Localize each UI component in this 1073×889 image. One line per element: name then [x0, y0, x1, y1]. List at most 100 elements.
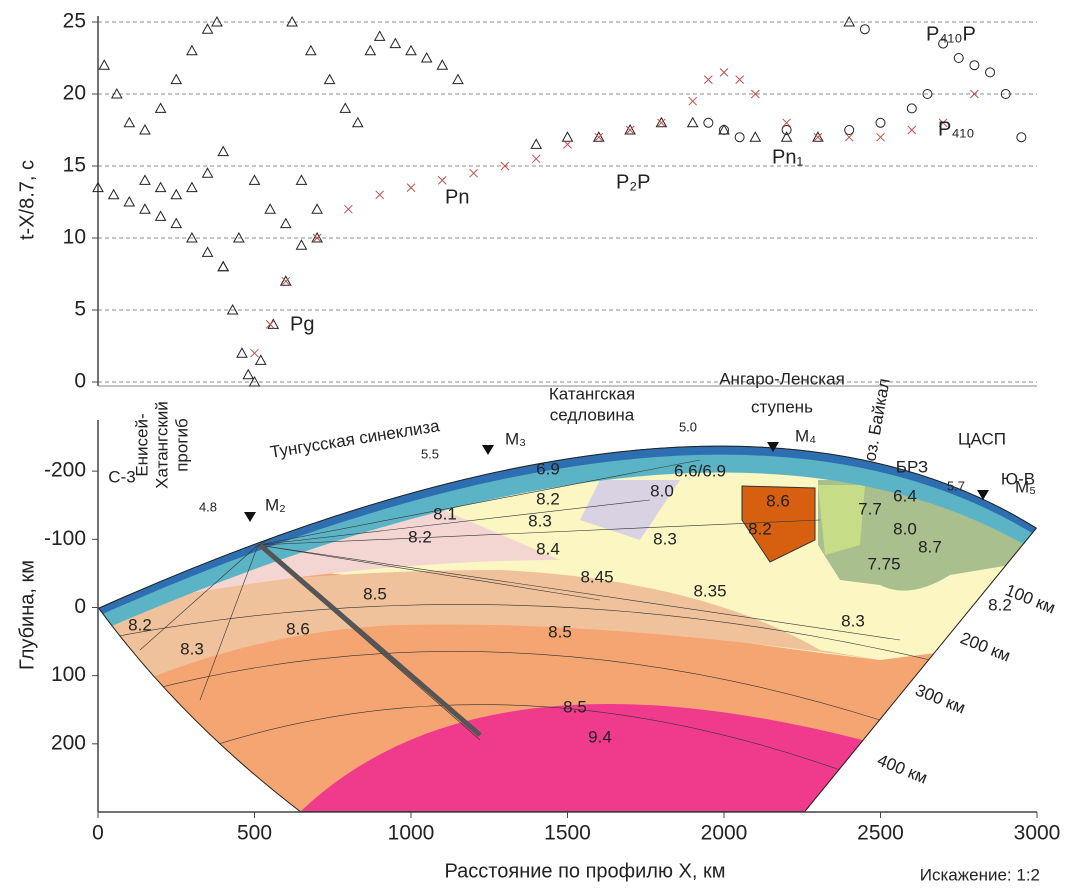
velocity-label: 8.2 — [128, 615, 152, 634]
point — [720, 68, 728, 76]
point — [470, 169, 478, 177]
point — [376, 191, 384, 199]
y-tick-label: 25 — [63, 10, 86, 33]
point — [203, 247, 213, 256]
surface-velocity: 5.7 — [947, 478, 965, 493]
point — [218, 262, 228, 271]
station-label: M₃ — [505, 429, 526, 448]
velocity-label: 8.6 — [766, 491, 790, 510]
point — [256, 355, 266, 364]
velocity-label: 8.6 — [286, 619, 310, 638]
point — [406, 46, 416, 55]
velocity-label: 7.7 — [858, 499, 882, 518]
section-layers — [90, 300, 1050, 820]
velocity-label: 8.5 — [363, 584, 387, 603]
point — [243, 370, 253, 379]
x-tick-label: 2500 — [857, 822, 904, 845]
surface-velocity: 5.0 — [679, 419, 697, 434]
point — [438, 176, 446, 184]
point — [306, 46, 316, 55]
point — [109, 190, 119, 199]
region-label: Тунгусская синеклиза — [269, 416, 442, 462]
point — [156, 103, 166, 112]
point — [218, 262, 228, 271]
point — [954, 54, 963, 63]
point — [422, 53, 432, 62]
region-label: Хатангский — [152, 401, 171, 489]
velocity-label: 8.0 — [650, 481, 674, 500]
region-label: седловина — [550, 405, 635, 424]
point — [340, 103, 350, 112]
point — [735, 133, 744, 142]
point — [877, 133, 885, 141]
x-tick-label: 500 — [237, 822, 272, 845]
x-tick-label: 2000 — [701, 822, 748, 845]
velocity-label: 8.3 — [528, 511, 552, 530]
region-label: БРЗ — [896, 457, 928, 476]
y-tick-label: 15 — [63, 154, 86, 177]
x-tick-label: 3000 — [1014, 822, 1061, 845]
station-label: M₅ — [1015, 477, 1036, 496]
light-green-zone — [818, 485, 865, 555]
depth-label: 400 км — [875, 750, 931, 787]
region-label: Катангская — [549, 384, 635, 403]
velocity-label: 8.5 — [548, 622, 572, 641]
surface-velocity: 4.8 — [199, 499, 217, 514]
point — [218, 147, 228, 156]
y-tick-label: 5 — [74, 298, 86, 321]
point — [907, 104, 916, 113]
point — [212, 17, 222, 26]
y-tick-label: -100 — [44, 527, 86, 550]
point — [453, 75, 463, 84]
point — [437, 60, 447, 69]
point — [250, 175, 260, 184]
y-axis-label: Глубина, км — [16, 560, 38, 670]
point — [203, 24, 213, 33]
point — [237, 348, 247, 357]
point — [203, 168, 213, 177]
velocity-label: 8.0 — [893, 519, 917, 538]
surface-velocity: 5.5 — [421, 446, 439, 461]
x-tick-label: 1000 — [388, 822, 435, 845]
velocity-label: 9.4 — [588, 727, 612, 746]
point — [986, 68, 995, 77]
velocity-label: 8.2 — [536, 489, 560, 508]
station-marker — [244, 512, 256, 522]
point — [140, 175, 150, 184]
point — [344, 205, 352, 213]
point — [140, 204, 150, 213]
velocity-label: 8.5 — [563, 697, 587, 716]
point — [325, 75, 335, 84]
velocity-label: 6.9 — [536, 459, 560, 478]
point — [375, 31, 385, 40]
velocity-label: 8.45 — [580, 567, 613, 586]
point — [704, 118, 713, 127]
station-label: M₄ — [795, 426, 816, 445]
y-tick-label: 200 — [51, 731, 86, 754]
point — [970, 61, 979, 70]
point — [156, 183, 166, 192]
region-label: оз. Байкал — [860, 377, 893, 463]
y-tick-label: -200 — [44, 459, 86, 482]
velocity-label: 6.4 — [893, 486, 917, 505]
point — [531, 139, 541, 148]
point — [234, 233, 244, 242]
point — [156, 211, 166, 220]
velocity-label: 8.2 — [748, 519, 772, 538]
velocity-label: 8.1 — [433, 504, 457, 523]
distortion-note: Искажение: 1:2 — [920, 865, 1040, 884]
annotation: P₄₁₀ — [938, 118, 975, 140]
annotation: P₂P — [616, 171, 650, 193]
point — [171, 75, 181, 84]
point — [1017, 133, 1026, 142]
point — [140, 125, 150, 134]
velocity-label: 7.75 — [867, 554, 900, 573]
point — [860, 25, 869, 34]
point — [844, 17, 854, 26]
velocity-label: 8.4 — [536, 539, 560, 558]
point — [287, 17, 297, 26]
point — [112, 89, 122, 98]
depth-label: 300 км — [913, 680, 969, 717]
region-label: ступень — [751, 397, 813, 416]
y-axis-label: t-X/8.7, с — [16, 160, 38, 240]
